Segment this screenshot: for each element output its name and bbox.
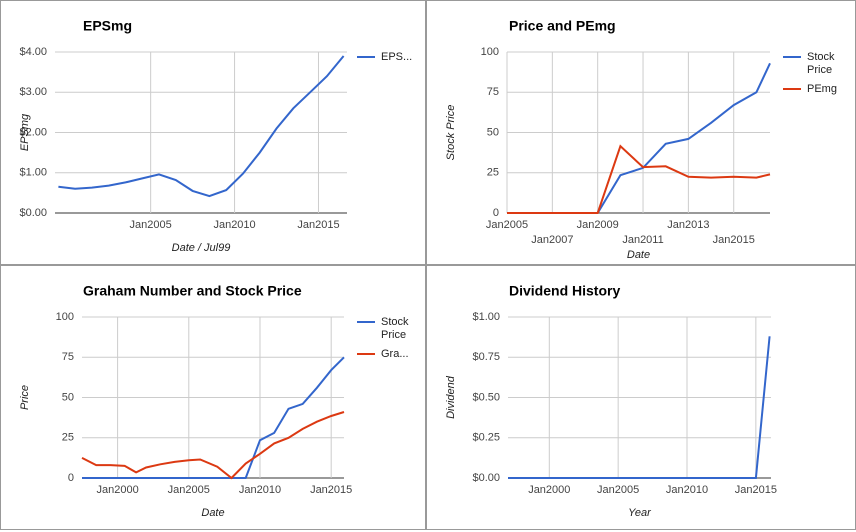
chart-title: EPSmg	[83, 18, 132, 34]
x-axis-title: Date	[627, 249, 650, 261]
legend-swatch	[783, 56, 801, 58]
chart-panel: Graham Number and Stock Price 0 25 50 75 100 J…	[0, 265, 426, 530]
x-axis-title: Date / Jul99	[172, 242, 231, 254]
x-tick-label: Jan2007	[531, 234, 573, 246]
y-tick-label: $4.00	[19, 46, 47, 58]
x-tick-label: Jan2005	[597, 484, 639, 496]
y-tick-label: 75	[62, 351, 74, 363]
y-axis-title: Price	[19, 385, 31, 410]
y-tick-label: $0.00	[472, 472, 500, 484]
y-tick-label: 50	[62, 391, 74, 403]
x-tick-label: Jan2010	[213, 219, 255, 231]
y-axis-title: EPSmg	[19, 113, 31, 151]
y-tick-label: 75	[487, 86, 499, 98]
chart-title: Dividend History	[509, 283, 620, 299]
y-axis-title: Stock Price	[445, 105, 457, 161]
panel-border	[0, 265, 426, 530]
chart-title: Price and PEmg	[509, 18, 616, 34]
x-tick-label: Jan2005	[486, 219, 528, 231]
legend-label: EPS...	[381, 51, 413, 63]
legend-label: Stock Price	[807, 51, 835, 76]
chart-title: Graham Number and Stock Price	[83, 283, 302, 299]
y-tick-label: $0.50	[472, 391, 500, 403]
x-tick-label: Jan2015	[297, 219, 339, 231]
y-tick-label: 0	[493, 207, 499, 219]
x-tick-label: Jan2011	[622, 234, 663, 246]
y-tick-label: 25	[487, 167, 499, 179]
chart-panel: Dividend History $0.00 $0.25 $0.50 $0.75 $1.0…	[426, 265, 856, 530]
y-tick-label: $0.00	[19, 207, 47, 219]
series-line	[81, 411, 345, 480]
legend-swatch	[357, 321, 375, 323]
panel-border	[0, 0, 426, 265]
x-tick-label: Jan2015	[310, 484, 352, 496]
legend-label: PEmg	[807, 83, 837, 95]
series-line	[507, 144, 771, 214]
y-tick-label: $0.75	[472, 351, 500, 363]
legend-swatch	[357, 353, 375, 355]
legend-label: Stock Price	[381, 316, 409, 341]
x-tick-label: Jan2009	[577, 219, 619, 231]
x-axis-title: Year	[628, 507, 652, 519]
series-line	[58, 55, 345, 198]
y-tick-label: $1.00	[472, 311, 500, 323]
x-tick-label: Jan2010	[239, 484, 281, 496]
x-tick-label: Jan2010	[666, 484, 708, 496]
x-tick-label: Jan2000	[528, 484, 570, 496]
y-tick-label: $0.25	[472, 432, 500, 444]
y-tick-label: 0	[68, 472, 74, 484]
x-tick-label: Jan2005	[130, 219, 172, 231]
series-line	[507, 62, 771, 214]
y-tick-label: 25	[62, 432, 74, 444]
x-axis-title: Date	[201, 507, 224, 519]
chart-panel: EPSmg $0.00 $1.00 $2.00 $3.00 $4.00 Jan2005 Jan…	[0, 0, 426, 265]
series-line	[82, 356, 345, 479]
y-axis-title: Dividend	[445, 375, 457, 419]
y-tick-label: 50	[487, 126, 499, 138]
x-tick-label: Jan2015	[713, 234, 755, 246]
x-tick-label: Jan2015	[735, 484, 777, 496]
x-tick-label: Jan2005	[168, 484, 210, 496]
y-tick-label: $3.00	[19, 86, 47, 98]
legend-label: Gra...	[381, 348, 409, 360]
y-tick-label: 100	[56, 311, 74, 323]
y-tick-label: $1.00	[19, 167, 47, 179]
legend-swatch	[357, 56, 375, 58]
x-tick-label: Jan2000	[96, 484, 138, 496]
legend-swatch	[783, 88, 801, 90]
series-line	[508, 336, 771, 479]
y-tick-label: $2.00	[19, 126, 47, 138]
y-tick-label: 100	[481, 46, 499, 58]
x-tick-label: Jan2013	[667, 219, 709, 231]
